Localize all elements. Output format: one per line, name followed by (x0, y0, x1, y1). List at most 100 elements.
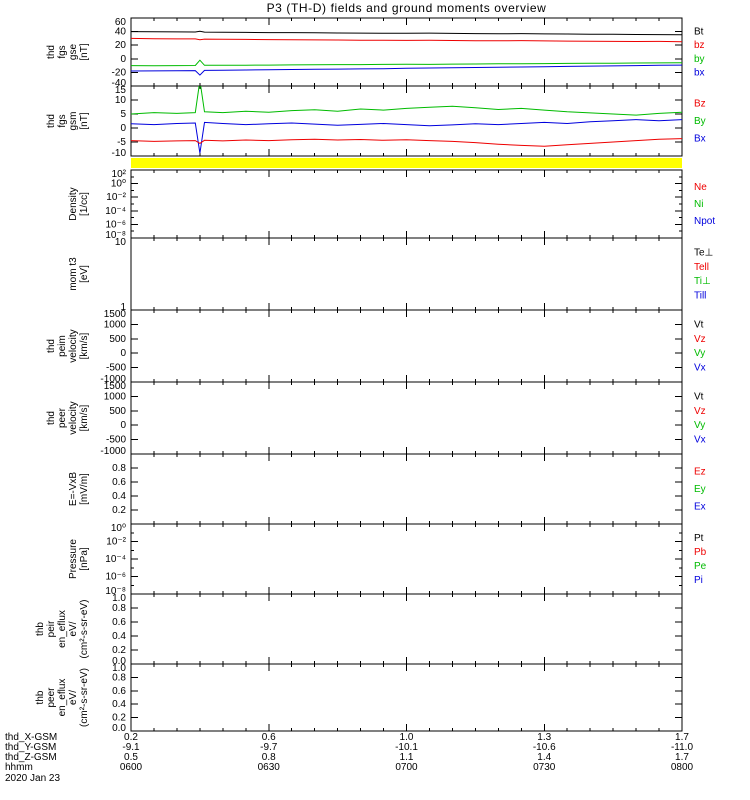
y-axis-label: E=-VxB (68, 472, 79, 507)
y-axis-label: [km/s] (79, 404, 90, 431)
y-tick-label: -20 (112, 67, 127, 78)
position-row-2-value: 0.8 (261, 752, 276, 763)
legend-Vt: Vt (694, 319, 704, 330)
y-tick-label: 10⁻⁸ (105, 586, 126, 597)
y-tick-label: 0.8 (112, 672, 126, 683)
y-tick-label: 1.0 (112, 663, 126, 674)
y-tick-label: 0.2 (112, 645, 126, 656)
y-tick-label: 0.4 (112, 491, 126, 502)
y-tick-label: -1000 (100, 374, 126, 385)
y-axis-label: [eV] (79, 265, 90, 283)
position-row-1: thd_Y-GSM -9.1 -9.7 -10.1 -10.6 -11.0 (0, 743, 750, 753)
y-tick-label: 0 (120, 348, 126, 359)
y-axis-label: [nT] (79, 112, 90, 129)
y-tick-label: 60 (115, 17, 127, 28)
y-tick-label: 10⁻⁶ (105, 219, 126, 230)
series-Bt-line (131, 30, 682, 36)
plot-title: P3 (TH-D) fields and ground moments over… (266, 1, 547, 15)
y-tick-label: 10² (112, 169, 127, 180)
y-axis-label: thb (35, 622, 46, 636)
series-group (131, 86, 682, 154)
legend-Ey: Ey (694, 484, 706, 495)
y-tick-label: -500 (106, 435, 126, 446)
y-tick-label: 1000 (104, 391, 127, 402)
y-axis-label: thd (46, 45, 57, 59)
panel-peer-eflux: 1.00.8 0.6 0.4 0.20.0 thb peer en_eflux eV/(cm²… (35, 663, 683, 734)
date-label: 2020 Jan 23 (5, 773, 61, 784)
panel-frame (130, 453, 683, 525)
legend-Npot: Npot (694, 216, 715, 227)
y-axis-label: thd (46, 114, 57, 128)
panel-pressure: 10⁰ 10⁻² 10⁻⁴ 10⁻⁶ 10⁻⁸ Pt Pb Pe Pi Pressure [nPa] (68, 523, 707, 597)
series-by-line (131, 59, 682, 67)
y-axis-label: eV/ (68, 690, 79, 705)
y-tick-label: 0 (120, 54, 126, 65)
y-tick-label: 1 (120, 302, 126, 313)
position-row-2-value: 1.7 (675, 752, 689, 763)
position-row-1-value: -9.1 (122, 742, 140, 753)
y-tick-label: -5 (117, 137, 126, 148)
position-row-2-value: 1.4 (537, 752, 552, 763)
panel-peir-eflux: 1.00.8 0.6 0.4 0.20.0 thb peir en_eflux eV/(cm²… (35, 593, 683, 667)
y-axis-label: gse (68, 44, 79, 61)
y-tick-label: 0.2 (112, 713, 126, 724)
y-tick-label: 10⁻⁴ (105, 554, 126, 565)
panel-frame (130, 17, 683, 87)
time-row: hhmm 0600 0630 0700 0730 0800 (0, 763, 750, 773)
y-axis-label: velocity (68, 329, 79, 362)
y-tick-label: -40 (112, 78, 127, 89)
legend-Pi: Pi (694, 575, 703, 586)
legend-Vt: Vt (694, 391, 704, 402)
position-row-0-value: 1.0 (399, 732, 414, 743)
y-tick-label: 0.4 (112, 631, 126, 642)
panel-frame (130, 523, 683, 595)
y-axis-label: thd (46, 411, 57, 425)
panel-frame (130, 309, 683, 383)
y-axis-label: [km/s] (79, 332, 90, 359)
y-axis-label: [mV/m] (79, 473, 90, 505)
y-axis-label: Pressure (68, 539, 79, 579)
time-row-value: 0700 (395, 762, 418, 773)
y-tick-label: 0.0 (112, 656, 126, 667)
legend-Bz: Bz (694, 99, 706, 110)
position-row-0-value: 0.6 (261, 732, 276, 743)
position-row-2-value: 0.5 (124, 752, 138, 763)
y-tick-label: 10⁰ (111, 523, 126, 534)
legend-Till: Till (694, 291, 706, 302)
position-row-0-value: 0.2 (124, 732, 138, 743)
legend-bz: bz (694, 40, 705, 51)
series-Bx-line (131, 119, 682, 154)
legend-Ne: Ne (694, 182, 707, 193)
panel-frame (130, 663, 683, 732)
y-axis-label: [nPa] (79, 547, 90, 571)
y-tick-label: 10 (115, 95, 127, 106)
y-tick-label: 0 (120, 123, 126, 134)
series-bx-line (131, 64, 682, 76)
position-row-1-value: -11.0 (670, 742, 694, 753)
position-row-0: thd_X-GSM 0.2 0.6 1.0 1.3 1.7 (0, 733, 750, 743)
y-tick-label: 20 (115, 40, 127, 51)
y-axis-label: mom t3 (68, 257, 79, 291)
y-tick-label: 0.8 (112, 603, 126, 614)
legend-Te⊥: Te⊥ (694, 247, 713, 258)
panel-frame (130, 593, 683, 665)
y-tick-label: -1000 (100, 446, 126, 457)
legend-Pe: Pe (694, 561, 707, 572)
panel-frame (130, 237, 683, 311)
legend-Tell: Tell (694, 262, 709, 273)
position-row-0-value: 1.3 (537, 732, 552, 743)
y-tick-label: 0.6 (112, 477, 126, 488)
legend-Pb: Pb (694, 547, 707, 558)
legend-by: by (694, 54, 705, 65)
quality-flag-bar (131, 158, 682, 168)
series-bz-line (131, 37, 682, 43)
y-tick-label: 10⁻² (106, 192, 126, 203)
legend-Bt: Bt (694, 27, 704, 38)
y-tick-label: 0.0 (112, 723, 126, 734)
y-tick-label: 10⁻⁸ (105, 230, 126, 241)
position-row-1-label: thd_Y-GSM (5, 742, 57, 753)
y-tick-label: 500 (109, 406, 126, 417)
